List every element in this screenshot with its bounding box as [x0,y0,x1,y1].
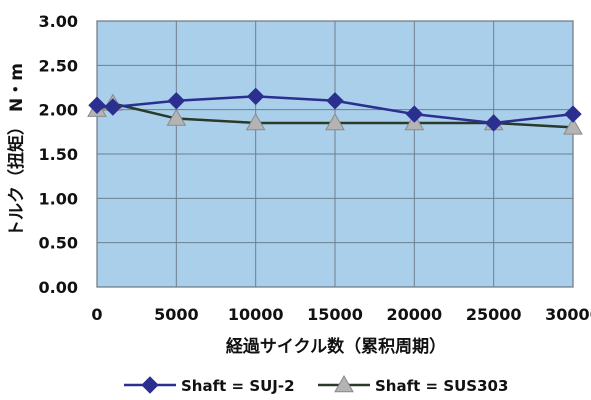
legend-item: Shaft = SUJ-2 [124,376,295,395]
legend-marker [141,376,159,394]
data-point [167,92,186,110]
legend-label: Shaft = SUS303 [375,377,508,395]
x-tick-label: 30000 [545,305,591,324]
data-point [405,105,424,123]
y-tick-label: 2.00 [39,101,78,120]
legend-marker [334,374,354,393]
x-axis-title: 経過サイクル数（累积周期） [226,336,446,357]
data-point [245,112,266,131]
data-point [563,117,583,135]
x-tick-label: 0 [91,305,102,324]
grid [96,20,574,288]
x-tick-label: 5000 [154,305,199,324]
x-tick-label: 20000 [386,305,442,324]
legend: Shaft = SUJ-2 Shaft = SUS303 [124,374,508,395]
x-tick-label: 15000 [307,305,363,324]
x-tick-label: 10000 [228,305,284,324]
data-point [104,98,122,116]
y-axis-title: トルク（扭矩） N・m [6,63,27,237]
y-tick-label: 1.50 [39,145,78,164]
y-tick-label: 3.00 [39,12,78,31]
legend-label: Shaft = SUJ-2 [181,377,295,395]
data-point [88,96,106,114]
data-point [166,108,187,126]
data-point [564,105,582,123]
x-tick-labels: 0 5000 10000 15000 20000 25000 30000 [91,305,591,324]
data-point [246,87,265,106]
series-suj2 [88,87,582,132]
y-tick-labels: 0.00 0.50 1.00 1.50 2.00 2.50 3.00 [39,12,78,297]
y-tick-label: 2.50 [39,56,78,75]
data-point [484,114,503,132]
data-point [326,92,344,110]
x-tick-label: 25000 [466,305,522,324]
series-layer [87,87,583,135]
data-point [325,112,345,131]
y-tick-label: 0.00 [39,278,78,297]
series-line [96,95,574,125]
legend-item: Shaft = SUS303 [318,374,508,395]
y-tick-label: 1.00 [39,189,78,208]
y-tick-label: 0.50 [39,234,78,253]
